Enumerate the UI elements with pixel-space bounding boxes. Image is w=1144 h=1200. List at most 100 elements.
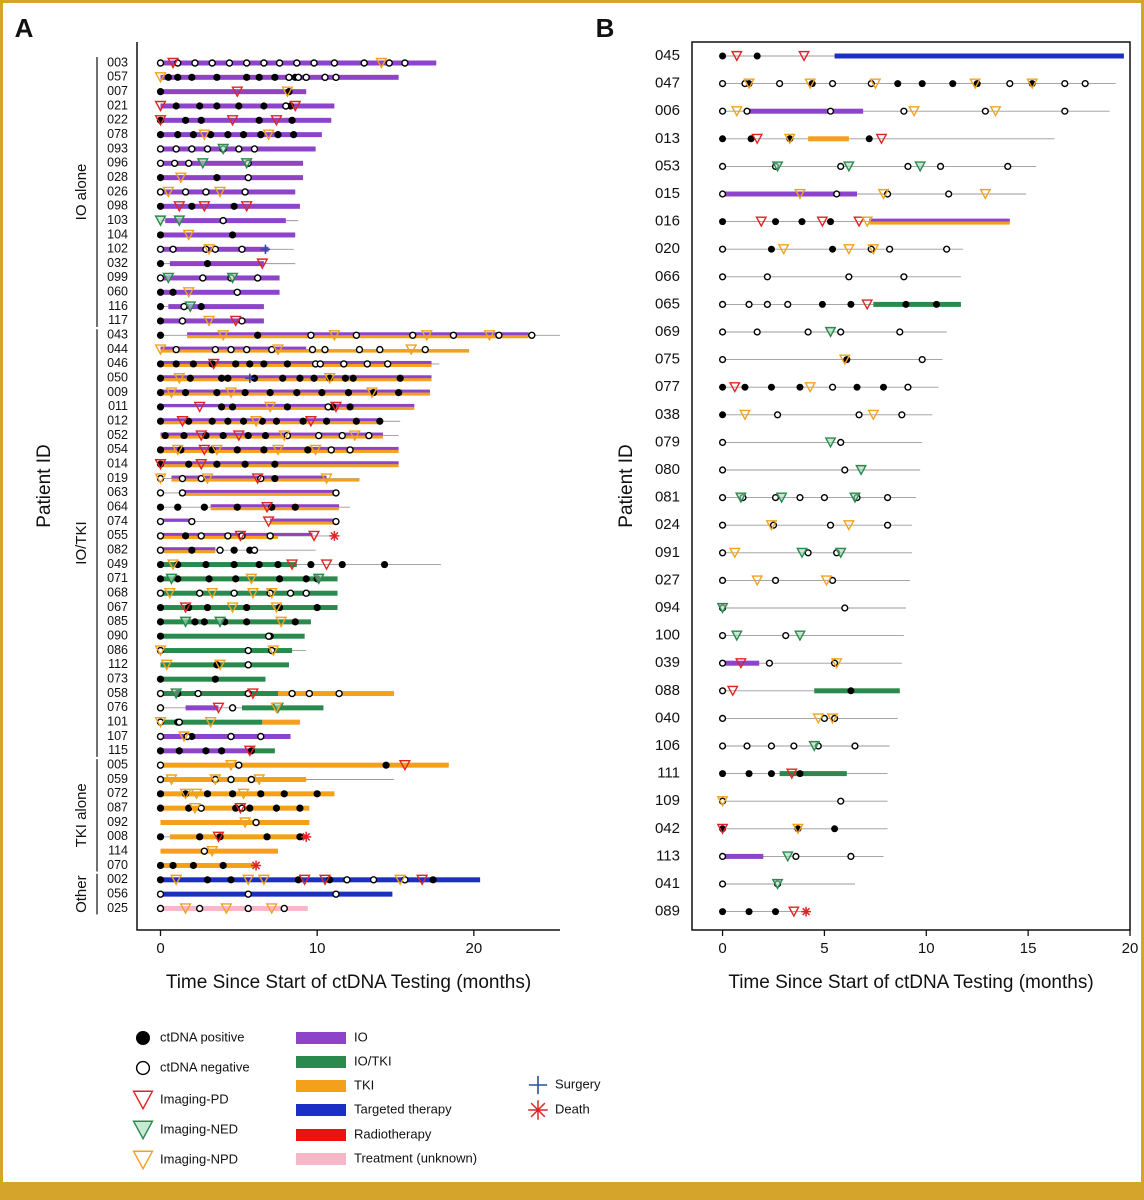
imaging-npd — [394, 874, 407, 886]
ctdna-negative — [904, 383, 912, 391]
ctdna-negative — [224, 532, 232, 540]
treatment-io — [160, 734, 291, 740]
treatment-io — [722, 853, 764, 859]
patient-id: 094 — [655, 599, 680, 616]
patient-id: 064 — [107, 500, 128, 514]
ctdna-negative — [230, 589, 238, 597]
ctdna-positive — [169, 861, 177, 870]
patient-id: 109 — [655, 792, 680, 809]
treatment-io — [722, 660, 760, 666]
ctdna-positive — [189, 131, 197, 139]
imaging-pd — [875, 133, 888, 145]
treatment-io — [160, 360, 432, 364]
ctdna-positive — [796, 383, 804, 391]
ctdna-negative — [302, 589, 310, 597]
ctdna-negative — [202, 188, 210, 196]
ctdna-negative — [365, 431, 373, 440]
ctdna-positive — [313, 603, 321, 612]
ctdna-negative — [332, 73, 340, 82]
patient-id: 002 — [107, 872, 128, 886]
ctdna-positive — [189, 360, 197, 368]
ctdna-negative — [718, 107, 727, 115]
treatment-io — [160, 160, 304, 166]
imaging-npd — [201, 473, 214, 485]
ctdna-negative — [286, 589, 295, 597]
imaging-npd — [281, 86, 294, 98]
imaging-pd — [751, 133, 764, 145]
ctdna-positive — [376, 417, 384, 425]
treatment-io — [160, 117, 332, 123]
imaging-npd — [237, 788, 250, 800]
ctdna-negative — [718, 549, 727, 557]
patient-id: 100 — [655, 627, 680, 644]
patient-id: 055 — [107, 528, 128, 542]
ctdna-positive — [213, 174, 221, 182]
imaging-ned — [162, 272, 175, 284]
ctdna-positive — [380, 560, 389, 569]
ctdna-negative — [981, 107, 989, 115]
imaging-npd — [405, 344, 418, 356]
treatment-tki — [160, 848, 278, 854]
ctdna-positive — [274, 560, 282, 569]
ctdna-positive — [185, 804, 193, 812]
imaging-pd — [318, 874, 332, 886]
ctdna-positive — [932, 300, 940, 308]
patient-id: 045 — [655, 47, 680, 64]
ctdna-positive — [156, 88, 165, 96]
ctdna-negative — [316, 360, 324, 368]
ctdna-negative — [828, 576, 837, 585]
patient-id: 113 — [656, 847, 680, 864]
patient-id: 080 — [655, 461, 680, 478]
ctdna-negative — [718, 300, 727, 309]
ctdna-positive — [243, 603, 251, 612]
imaging-npd — [783, 133, 796, 145]
imaging-ned — [855, 464, 867, 476]
patient-id: 114 — [108, 843, 128, 857]
imaging-pd — [728, 382, 741, 394]
imaging-npd — [271, 344, 285, 356]
imaging-npd — [375, 57, 388, 69]
ctdna-negative — [449, 331, 458, 339]
ctdna-positive — [205, 575, 213, 583]
ctdna-positive — [164, 73, 172, 81]
ctdna-negative — [385, 59, 393, 67]
ctdna-negative — [197, 532, 205, 540]
group-label: Other — [73, 875, 90, 913]
patient-id: 032 — [107, 256, 128, 270]
ctdna-positive — [272, 804, 281, 812]
ctdna-negative — [308, 345, 317, 354]
imaging-npd — [804, 78, 817, 90]
imaging-pd — [734, 658, 747, 670]
ctdna-positive — [207, 131, 215, 139]
ctdna-negative — [745, 300, 753, 309]
treatment-tki — [160, 535, 278, 539]
ctdna-positive — [200, 618, 208, 626]
treatment-tki — [169, 834, 305, 840]
imaging-npd — [206, 588, 219, 600]
ctdna-negative — [235, 761, 243, 769]
imaging-ned — [824, 437, 837, 449]
treatment-tki — [160, 464, 399, 468]
ctdna-negative — [343, 876, 351, 884]
ctdna-negative — [195, 589, 204, 597]
ctdna-positive — [174, 73, 182, 81]
ctdna-positive — [255, 116, 263, 124]
patient-id: 116 — [108, 299, 128, 313]
treatment-io — [160, 189, 296, 195]
imaging-pd — [207, 358, 220, 370]
ctdna-negative — [227, 732, 235, 741]
ctdna-positive — [224, 131, 232, 139]
ctdna-negative — [847, 852, 855, 861]
imaging-npd — [989, 106, 1002, 118]
imaging-npd — [154, 72, 167, 84]
ctdna-positive — [156, 360, 165, 368]
legend-label: Imaging-PD — [160, 1091, 229, 1106]
imaging-npd — [867, 244, 880, 256]
imaging-npd — [154, 473, 167, 485]
ctdna-negative — [156, 589, 165, 597]
ctdna-positive — [395, 388, 403, 397]
patient-id: 077 — [655, 378, 680, 395]
ctdna-positive — [188, 202, 196, 210]
imaging-ned — [849, 492, 861, 504]
imaging-npd — [257, 874, 270, 886]
